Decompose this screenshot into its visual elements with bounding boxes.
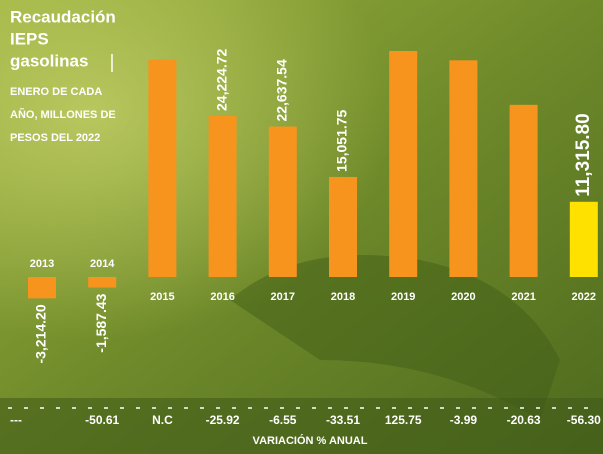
variation-value: -20.63 <box>507 413 541 427</box>
variation-value: -6.55 <box>269 413 297 427</box>
bar <box>209 116 237 277</box>
subtitle-line: PESOS DEL 2022 <box>10 132 100 144</box>
bar <box>329 177 357 277</box>
variation-value: N.C <box>152 413 173 427</box>
x-tick-label: 2019 <box>391 291 415 303</box>
x-tick-label: 2015 <box>150 291 174 303</box>
variation-value: -25.92 <box>206 413 240 427</box>
variation-value: -56.30 <box>567 413 601 427</box>
x-tick-label: 2021 <box>511 291 535 303</box>
x-tick-label: 2022 <box>572 291 596 303</box>
value-label: 15,051.75 <box>334 109 350 171</box>
variation-value: -50.61 <box>85 413 119 427</box>
value-label: 11,315.80 <box>573 113 594 196</box>
variation-caption: VARIACIÓN % ANUAL <box>253 434 368 447</box>
bar <box>148 60 176 277</box>
variation-value: 125.75 <box>385 413 422 427</box>
bar <box>88 277 116 288</box>
title-line: IEPS <box>10 29 49 48</box>
x-tick-label: 2018 <box>331 291 355 303</box>
x-tick-label: 2013 <box>30 258 54 270</box>
value-label: 24,224.72 <box>213 48 229 110</box>
title-line: gasolinas <box>10 51 88 70</box>
x-tick-label: 2017 <box>271 291 295 303</box>
bar <box>389 51 417 277</box>
x-tick-label: 2020 <box>451 291 475 303</box>
x-tick-label: 2014 <box>90 258 115 270</box>
subtitle-line: AÑO, MILLONES DE <box>10 108 116 121</box>
value-label: 22,637.54 <box>274 59 290 121</box>
variation-value: --- <box>10 413 22 427</box>
bar <box>570 202 598 277</box>
title-line: Recaudación <box>10 7 116 26</box>
value-label: -3,214.20 <box>33 304 49 363</box>
variation-value: -33.51 <box>326 413 360 427</box>
bar <box>510 105 538 277</box>
variation-value: -3.99 <box>450 413 478 427</box>
x-tick-label: 2016 <box>210 291 234 303</box>
bar <box>449 60 477 277</box>
chart: Recaudación IEPS gasolinas ENERO DE CADA… <box>0 0 603 454</box>
value-label: -1,587.43 <box>93 293 109 352</box>
subtitle-line: ENERO DE CADA <box>10 86 102 98</box>
bar <box>28 277 56 298</box>
bar <box>269 127 297 277</box>
